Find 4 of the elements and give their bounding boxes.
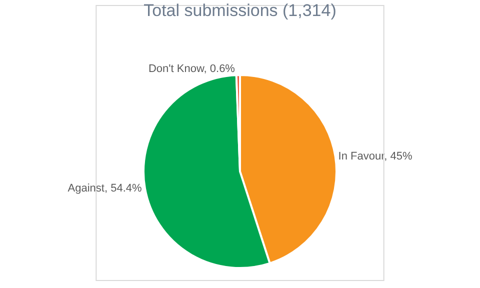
slice-label: In Favour, 45% <box>338 150 413 162</box>
chart-title: Total submissions (1,314) <box>144 1 336 20</box>
slice-label: Don't Know, 0.6% <box>148 63 236 76</box>
slice-label: Against, 54.4% <box>68 182 142 195</box>
